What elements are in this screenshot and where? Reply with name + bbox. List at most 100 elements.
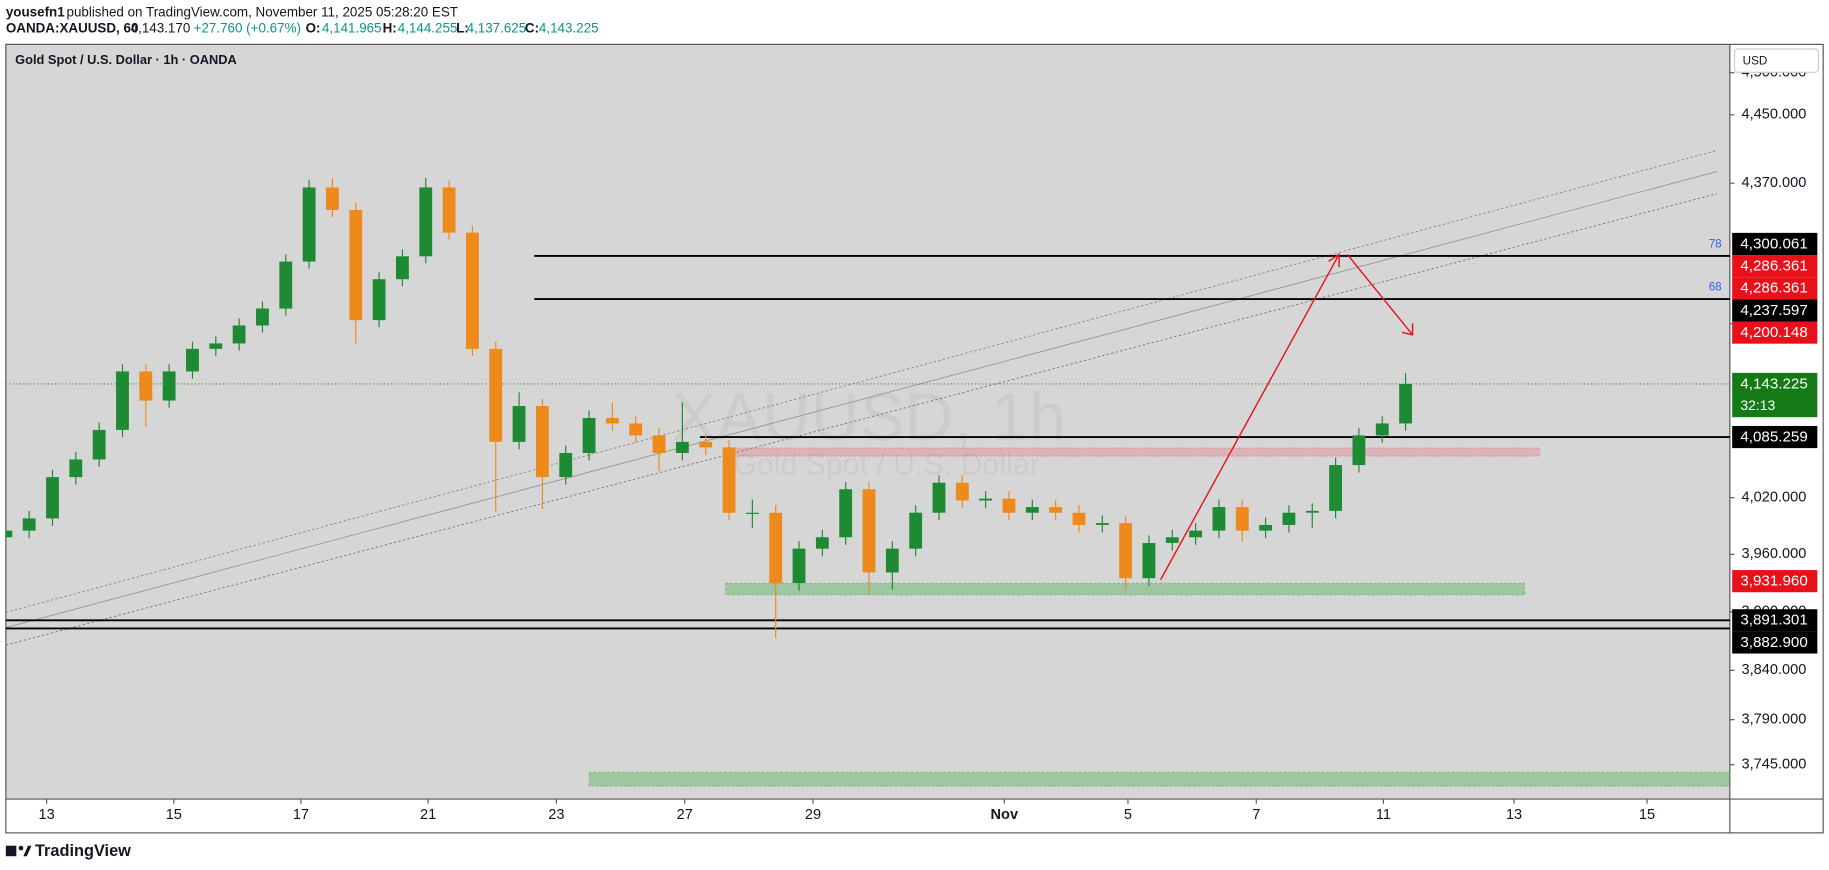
logo (5, 845, 32, 857)
candle-body (932, 482, 946, 513)
candle-body (1259, 524, 1273, 531)
price-tag-label: 4,300.061 (1740, 235, 1807, 252)
y-tick-label: 3,960.000 (1742, 546, 1807, 562)
price-tag (1732, 570, 1818, 593)
candle-body (232, 325, 246, 344)
arrow-head (1401, 323, 1414, 336)
currency-button[interactable] (1733, 48, 1820, 73)
candle-body (885, 548, 899, 573)
channel-line (5, 150, 1718, 613)
ohlc-value: 4,144.255 (398, 21, 458, 36)
x-tick-label: 7 (1252, 807, 1260, 823)
candle-body (652, 435, 666, 453)
price-tag (1732, 372, 1818, 418)
ohlc-key: C: (525, 21, 539, 36)
x-tick-label: 23 (548, 807, 564, 823)
price-tag (1732, 609, 1818, 632)
candle-body (745, 512, 759, 514)
change: +27.760 (+0.67%) (194, 21, 301, 36)
candle-body (955, 482, 969, 501)
price-tag (1732, 425, 1818, 449)
candle-body (1119, 523, 1133, 579)
candle-body (1282, 512, 1296, 525)
price-tag-label: 4,286.361 (1740, 257, 1807, 274)
arrow (1346, 253, 1414, 336)
candle-body (699, 441, 713, 448)
candle-body (862, 489, 876, 573)
price-tag (1732, 631, 1818, 654)
y-tick-label: 3,840.000 (1742, 662, 1807, 678)
x-tick-label: 15 (166, 807, 182, 823)
author: yousefn1 (6, 4, 65, 19)
candle-body (69, 459, 83, 478)
candle-body (279, 261, 293, 309)
price-tag-label: 4,200.148 (1740, 324, 1807, 341)
logo-mark (18, 845, 24, 851)
candle-body (535, 406, 549, 478)
candle-body (46, 477, 59, 519)
price-tag (1732, 299, 1818, 322)
candle-body (92, 429, 106, 460)
x-tick-label: 13 (1506, 807, 1522, 823)
candle-body (162, 371, 176, 401)
candle-body (5, 530, 13, 538)
x-tick-label: Nov (991, 807, 1019, 823)
price-tag-label: 4,143.225 (1740, 375, 1807, 392)
support-zone (588, 771, 1730, 787)
published: published on TradingView.com, November 1… (66, 4, 458, 19)
price-tag-label: 4,286.361 (1740, 280, 1807, 297)
x-tick-label: 17 (293, 807, 309, 823)
ohlc-value: 4,137.625 (467, 21, 527, 36)
symbol: OANDA:XAUUSD, 60 (6, 21, 139, 36)
levels: 78 68 (5, 237, 1730, 630)
x-axis: 13 15 17 21 23 27 29 Nov 5 7 11 13 15 (39, 799, 1655, 823)
footer-brand: TradingView (35, 842, 131, 860)
candle-body (186, 348, 199, 372)
resistance-zone (728, 447, 1541, 457)
candle-body (722, 447, 736, 513)
candle-body (419, 187, 433, 257)
candle-body (979, 498, 993, 501)
channel-line (5, 193, 1718, 646)
candle-body (792, 548, 806, 584)
y-tick-label: 3,745.000 (1742, 757, 1807, 773)
candle-body (675, 441, 689, 453)
candle-body (815, 537, 829, 549)
candle-body (326, 187, 339, 210)
x-tick-label: 13 (39, 807, 55, 823)
x-tick-label: 27 (677, 807, 693, 823)
candle-body (209, 343, 223, 349)
price-tag (1732, 255, 1818, 278)
candle-body (489, 348, 503, 442)
candle-body (1329, 465, 1343, 511)
plot-area (5, 44, 1730, 800)
currency[interactable]: USD (1743, 54, 1768, 67)
candle-body (1025, 507, 1039, 513)
y-tick-label: 4,370.000 (1742, 175, 1807, 191)
candle-body (559, 452, 573, 478)
price-tag (1732, 232, 1818, 256)
candle-body (349, 209, 363, 321)
candle-body (582, 417, 596, 453)
candle-body (1165, 537, 1179, 543)
channel-line (5, 171, 1718, 629)
candle-body (372, 279, 386, 321)
chart-title: Gold Spot / U.S. Dollar · 1h · OANDA (15, 52, 237, 67)
candle-body (605, 417, 619, 424)
arrow (1160, 253, 1340, 581)
candle-body (909, 512, 923, 549)
ohlc-key: O: (306, 21, 321, 36)
candle-body (1212, 507, 1226, 531)
candle-body (139, 371, 153, 401)
price-tag-label: 3,891.301 (1740, 612, 1807, 629)
candle-body (1235, 507, 1249, 531)
candle-body (256, 308, 269, 326)
frame (5, 43, 1824, 834)
price-tag (1732, 321, 1818, 344)
candle-body (396, 256, 409, 280)
y-tick-label: 3,790.000 (1742, 712, 1807, 728)
candle-body (1095, 523, 1109, 525)
